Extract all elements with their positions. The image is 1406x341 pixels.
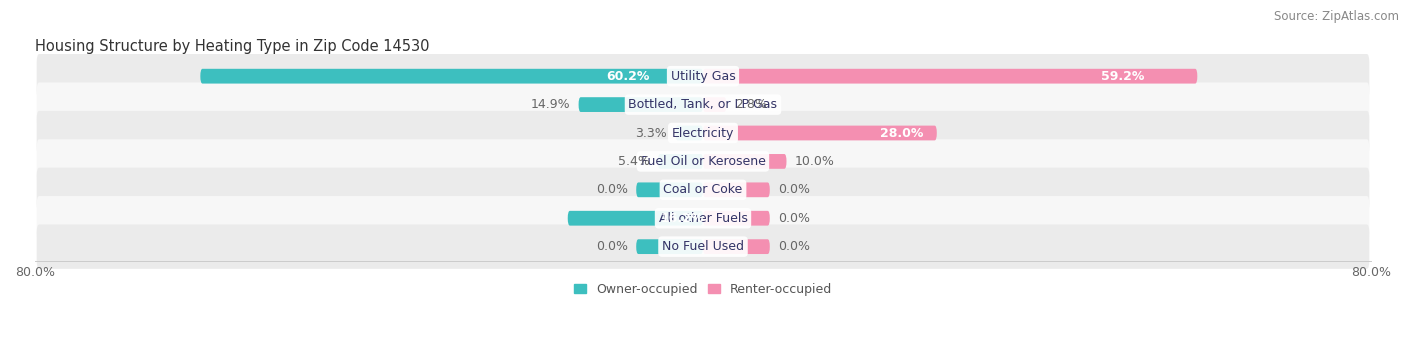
FancyBboxPatch shape [37,224,1369,269]
Text: Coal or Coke: Coal or Coke [664,183,742,196]
Text: Electricity: Electricity [672,127,734,139]
FancyBboxPatch shape [703,125,936,140]
FancyBboxPatch shape [636,182,703,197]
FancyBboxPatch shape [200,69,703,84]
Text: No Fuel Used: No Fuel Used [662,240,744,253]
Text: 0.0%: 0.0% [778,183,810,196]
FancyBboxPatch shape [37,168,1369,212]
FancyBboxPatch shape [37,83,1369,127]
Text: Bottled, Tank, or LP Gas: Bottled, Tank, or LP Gas [628,98,778,111]
FancyBboxPatch shape [703,239,770,254]
Legend: Owner-occupied, Renter-occupied: Owner-occupied, Renter-occupied [571,280,835,298]
Text: 5.4%: 5.4% [617,155,650,168]
Text: All other Fuels: All other Fuels [658,212,748,225]
Text: 60.2%: 60.2% [606,70,650,83]
FancyBboxPatch shape [703,182,770,197]
FancyBboxPatch shape [37,54,1369,98]
Text: 10.0%: 10.0% [794,155,835,168]
Text: 28.0%: 28.0% [880,127,924,139]
Text: Source: ZipAtlas.com: Source: ZipAtlas.com [1274,10,1399,23]
Text: 0.0%: 0.0% [778,212,810,225]
Text: 0.0%: 0.0% [778,240,810,253]
FancyBboxPatch shape [675,125,703,140]
FancyBboxPatch shape [703,211,770,226]
FancyBboxPatch shape [568,211,703,226]
FancyBboxPatch shape [579,97,703,112]
Text: 2.8%: 2.8% [735,98,766,111]
Text: Utility Gas: Utility Gas [671,70,735,83]
Text: 3.3%: 3.3% [636,127,666,139]
FancyBboxPatch shape [37,139,1369,183]
Text: Fuel Oil or Kerosene: Fuel Oil or Kerosene [641,155,765,168]
FancyBboxPatch shape [658,154,703,169]
Text: 0.0%: 0.0% [596,183,628,196]
FancyBboxPatch shape [703,97,727,112]
Text: 59.2%: 59.2% [1101,70,1144,83]
FancyBboxPatch shape [37,196,1369,240]
Text: 0.0%: 0.0% [596,240,628,253]
Text: 16.2%: 16.2% [661,212,704,225]
Text: Housing Structure by Heating Type in Zip Code 14530: Housing Structure by Heating Type in Zip… [35,39,429,54]
FancyBboxPatch shape [703,69,1198,84]
FancyBboxPatch shape [636,239,703,254]
Text: 14.9%: 14.9% [530,98,571,111]
FancyBboxPatch shape [703,154,786,169]
FancyBboxPatch shape [37,111,1369,155]
